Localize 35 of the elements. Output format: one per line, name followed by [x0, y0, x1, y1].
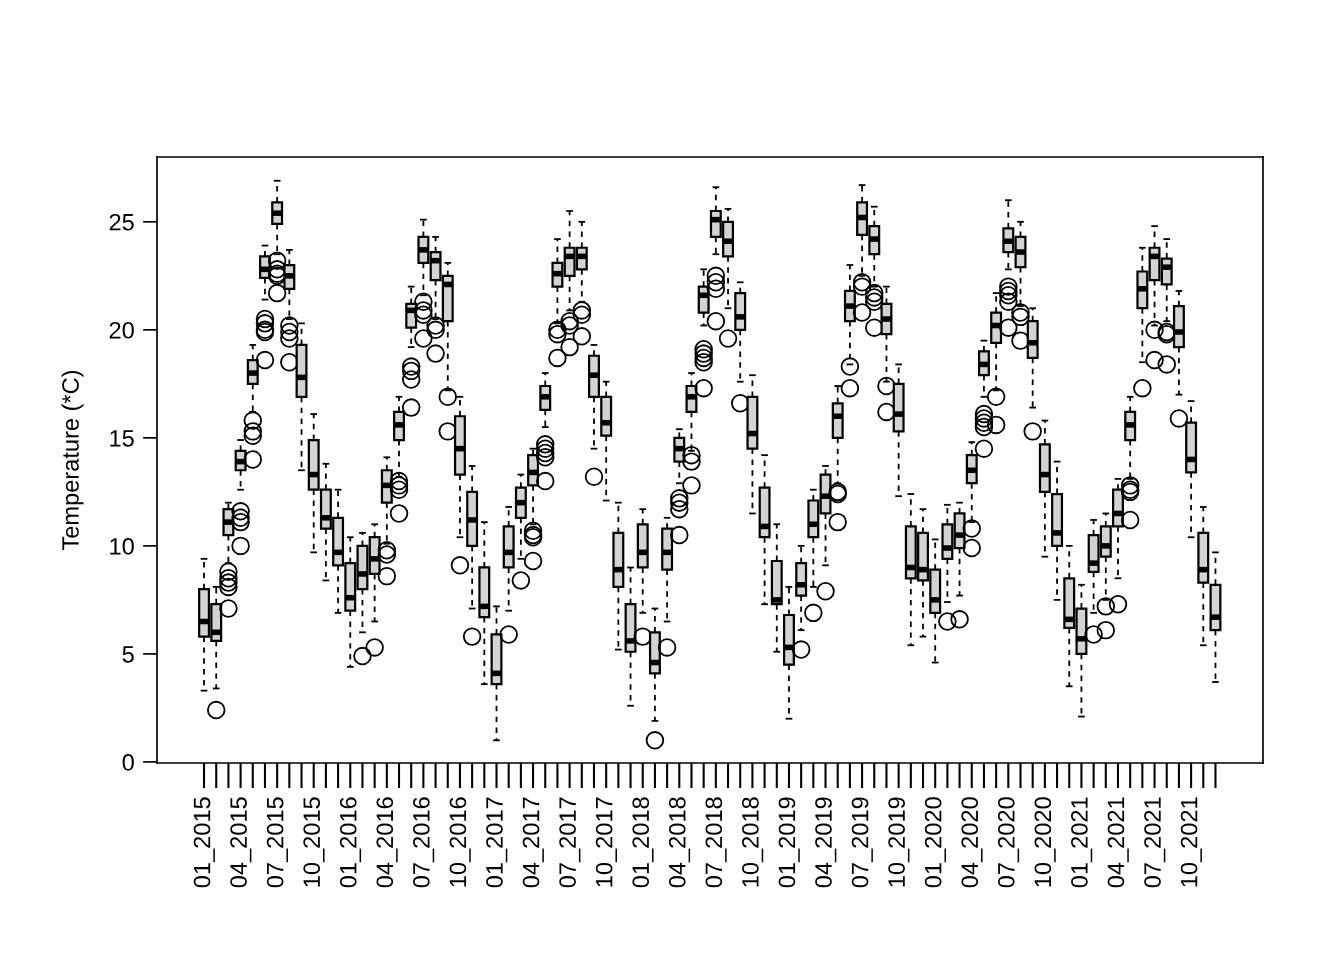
x-tick-label: 04_2020 — [961, 797, 983, 888]
y-tick-label: 15 — [110, 430, 134, 447]
x-tick-label: 07_2019 — [851, 797, 873, 888]
x-tick-label: 10_2015 — [303, 797, 325, 887]
x-tick-label: 04_2018 — [668, 797, 691, 888]
y-tick-label: 25 — [109, 213, 134, 231]
x-tick-label: 01_2016 — [339, 797, 362, 888]
x-tick-label: 10_2018 — [742, 797, 764, 887]
x-tick-label: 01_2018 — [632, 797, 654, 888]
y-tick-label: 0 — [122, 753, 134, 771]
x-tick-label: 10_2020 — [1034, 797, 1056, 887]
x-tick-label: 07_2021 — [1144, 797, 1166, 888]
x-tick-label: 04_2017 — [522, 797, 544, 888]
x-tick-label: 04_2015 — [230, 797, 252, 888]
x-tick-label: 10_2016 — [449, 797, 471, 887]
x-tick-label: 01_2015 — [193, 797, 215, 888]
x-tick-label: 01_2019 — [778, 797, 800, 888]
x-tick-label: 01_2021 — [1071, 797, 1093, 888]
x-tick-label: 07_2020 — [997, 797, 1020, 888]
x-tick-label: 10_2021 — [1180, 797, 1202, 887]
x-tick-label: 10_2019 — [888, 797, 910, 887]
x-tick-label: 07_2015 — [266, 797, 288, 888]
x-tick-label: 10_2017 — [595, 797, 617, 887]
x-tick-label: 04_2021 — [1107, 797, 1129, 888]
y-axis-title: Temperature (*C) — [61, 370, 84, 550]
x-tick-label: 01_2017 — [486, 797, 508, 888]
x-tick-label: 04_2019 — [815, 797, 837, 888]
y-tick-label: 20 — [109, 321, 134, 339]
x-tick-label: 07_2016 — [413, 797, 435, 888]
y-tick-label: 10 — [110, 537, 134, 555]
x-tick-label: 07_2017 — [559, 797, 581, 888]
x-tick-label: 04_2016 — [376, 797, 398, 888]
x-tick-label: 01_2020 — [924, 797, 946, 888]
y-tick-label: 5 — [122, 646, 134, 663]
x-tick-label: 07_2018 — [705, 797, 727, 888]
